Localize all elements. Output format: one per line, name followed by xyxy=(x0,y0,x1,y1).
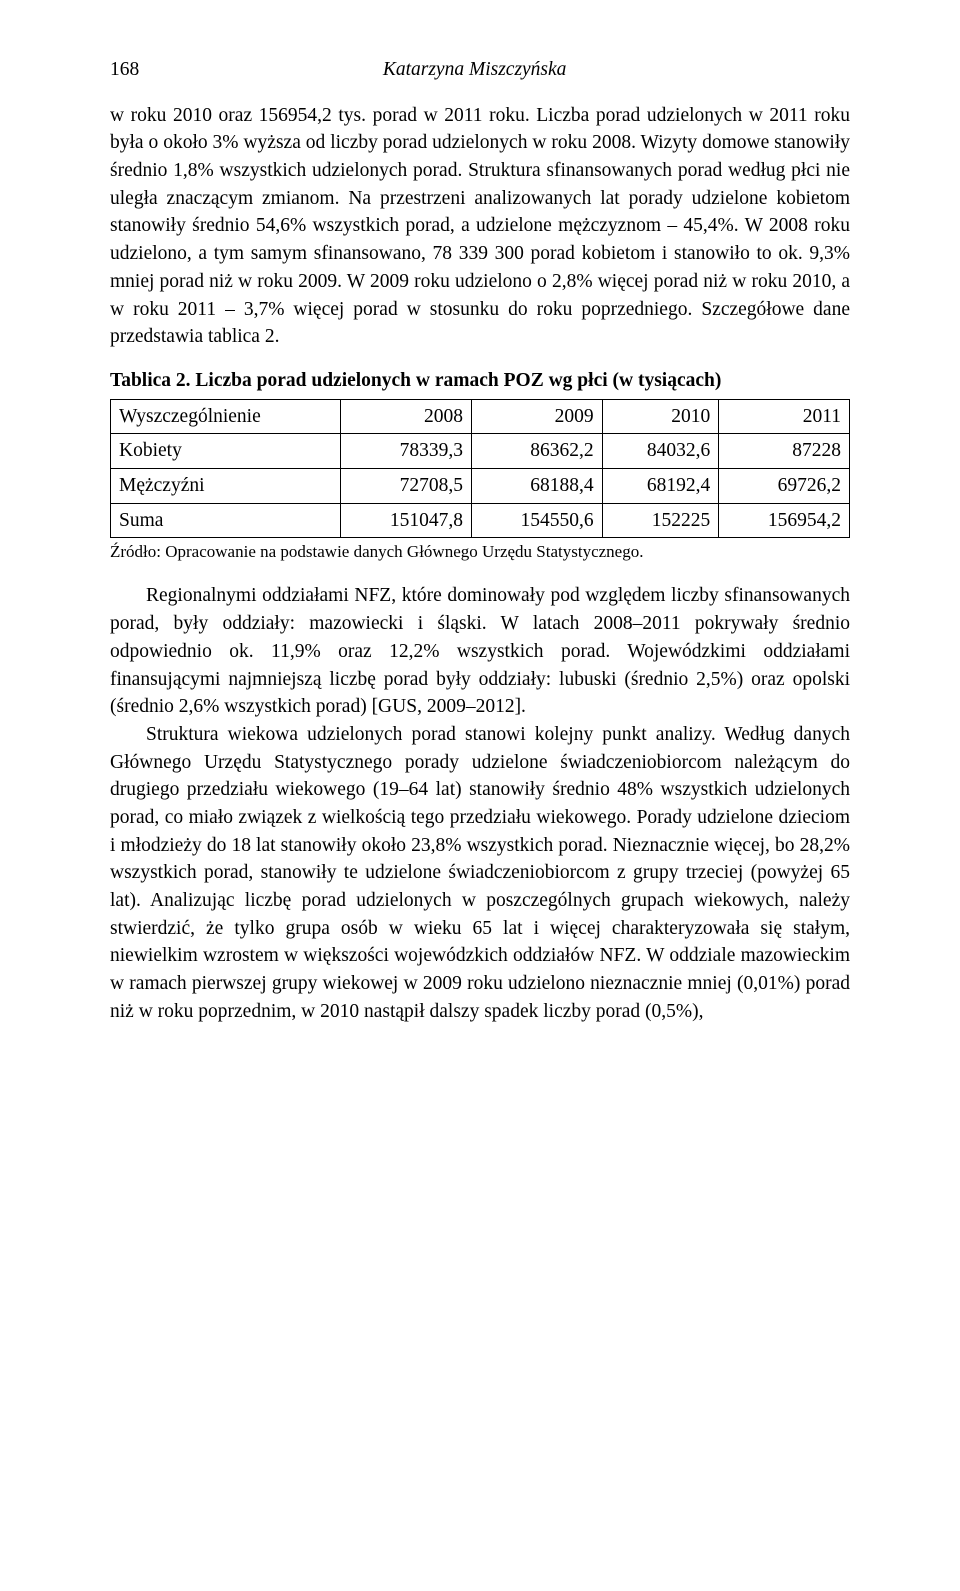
table-cell: 68188,4 xyxy=(471,468,602,503)
table-header-cell: 2008 xyxy=(341,399,472,434)
table-cell: 151047,8 xyxy=(341,503,472,538)
table-cell: 154550,6 xyxy=(471,503,602,538)
table-cell: Suma xyxy=(111,503,341,538)
table-cell: 156954,2 xyxy=(719,503,850,538)
table-cell: Mężczyźni xyxy=(111,468,341,503)
table-header-cell: Wyszczególnienie xyxy=(111,399,341,434)
table-cell: 69726,2 xyxy=(719,468,850,503)
page-number: 168 xyxy=(110,56,139,84)
page-header: 168 Katarzyna Miszczyńska xyxy=(110,56,850,84)
author-name: Katarzyna Miszczyńska xyxy=(139,56,810,84)
table-cell: 68192,4 xyxy=(602,468,719,503)
table-header-cell: 2009 xyxy=(471,399,602,434)
table-cell: 87228 xyxy=(719,434,850,469)
table-source: Źródło: Opracowanie na podstawie danych … xyxy=(110,540,850,564)
table-cell: 78339,3 xyxy=(341,434,472,469)
table-cell: Kobiety xyxy=(111,434,341,469)
table-row: Kobiety 78339,3 86362,2 84032,6 87228 xyxy=(111,434,850,469)
table-title: Tablica 2. Liczba porad udzielonych w ra… xyxy=(110,367,850,395)
paragraph-1: w roku 2010 oraz 156954,2 tys. porad w 2… xyxy=(110,102,850,351)
table-row: Mężczyźni 72708,5 68188,4 68192,4 69726,… xyxy=(111,468,850,503)
paragraph-2: Regionalnymi oddziałami NFZ, które domin… xyxy=(110,582,850,720)
table-header-cell: 2010 xyxy=(602,399,719,434)
table-header-cell: 2011 xyxy=(719,399,850,434)
table-header-row: Wyszczególnienie 2008 2009 2010 2011 xyxy=(111,399,850,434)
table-cell: 86362,2 xyxy=(471,434,602,469)
table-cell: 152225 xyxy=(602,503,719,538)
table-cell: 84032,6 xyxy=(602,434,719,469)
table-row: Suma 151047,8 154550,6 152225 156954,2 xyxy=(111,503,850,538)
table-cell: 72708,5 xyxy=(341,468,472,503)
data-table: Wyszczególnienie 2008 2009 2010 2011 Kob… xyxy=(110,399,850,539)
paragraph-3: Struktura wiekowa udzielonych porad stan… xyxy=(110,721,850,1026)
